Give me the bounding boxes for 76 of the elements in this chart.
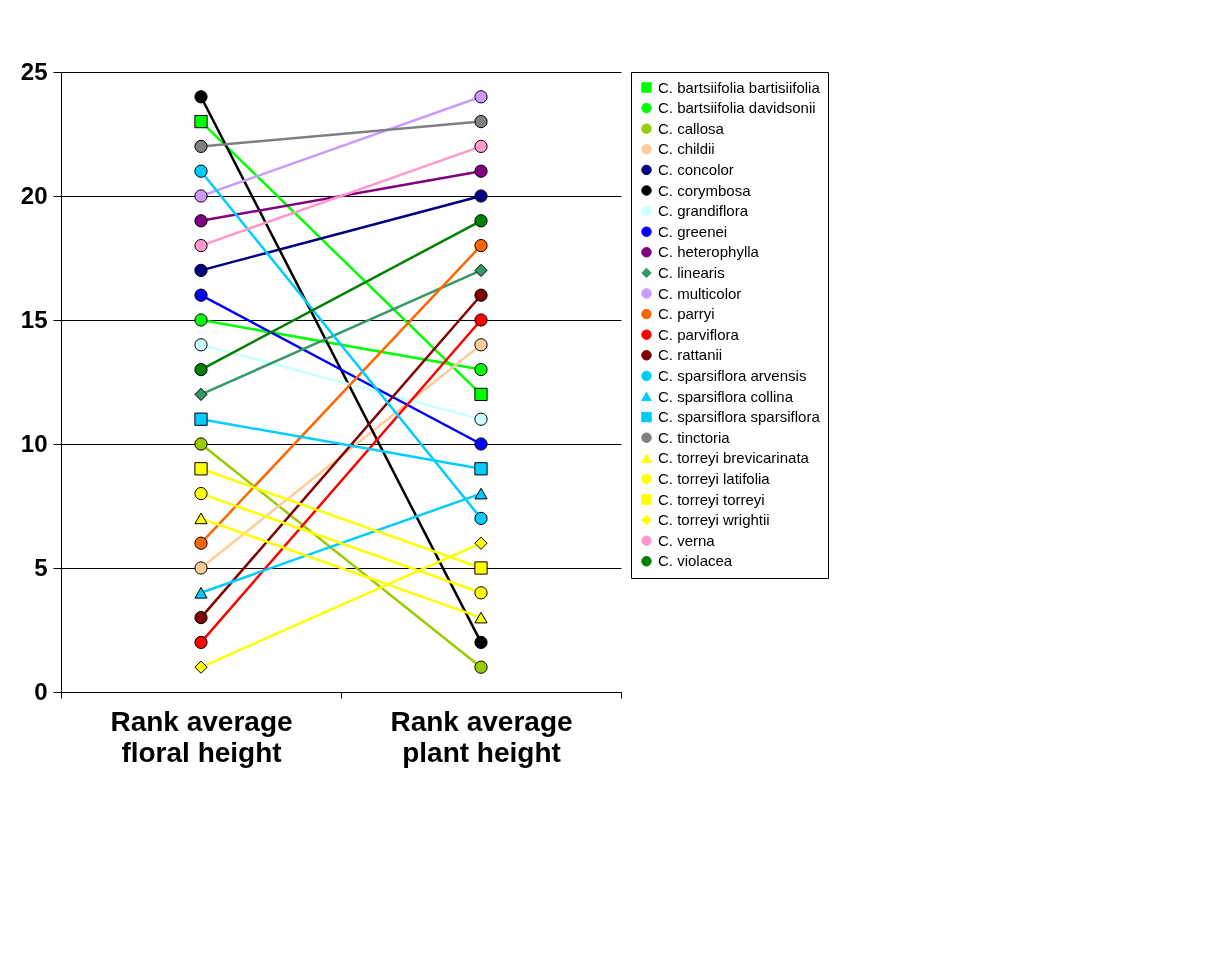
- legend-label: C. sparsiflora arvensis: [658, 366, 807, 384]
- y-tick-label: 5: [34, 553, 48, 581]
- point: [194, 660, 208, 674]
- point: [474, 586, 488, 600]
- point: [194, 412, 208, 426]
- legend-label: C. corymbosa: [658, 181, 752, 199]
- legend-label: C. multicolor: [658, 284, 742, 302]
- point: [194, 362, 208, 377]
- point: [474, 238, 488, 253]
- legend-label: C. torreyi wrightii: [658, 511, 770, 529]
- legend-label: C. tinctoria: [658, 428, 731, 446]
- point: [194, 164, 208, 178]
- point: [194, 313, 208, 327]
- point: [194, 561, 208, 575]
- point: [194, 238, 208, 253]
- point: [474, 462, 488, 476]
- point: [474, 214, 488, 228]
- legend-label: C. sparsiflora collina: [658, 387, 794, 405]
- point: [194, 437, 208, 451]
- legend-label: C. rattanii: [658, 346, 723, 364]
- point: [194, 90, 208, 104]
- point: [474, 114, 488, 129]
- point: [194, 536, 208, 550]
- x-tick-label: Rank average floral height: [110, 705, 293, 768]
- x-tick-label: Rank average plant height: [390, 705, 573, 768]
- y-tick-label: 25: [20, 57, 48, 85]
- point: [474, 635, 488, 650]
- point: [474, 561, 488, 575]
- point: [474, 511, 488, 526]
- legend-label: C. parviflora: [658, 325, 740, 343]
- legend-label: C. sparsiflora sparsiflora: [658, 408, 821, 426]
- point: [194, 387, 208, 402]
- point: [194, 288, 208, 302]
- legend-label: C. bartsiifolia bartisiifolia: [658, 78, 821, 96]
- point: [474, 338, 488, 352]
- point: [474, 164, 488, 178]
- point: [474, 412, 488, 426]
- point: [474, 313, 488, 327]
- legend-label: C. callosa: [658, 119, 725, 137]
- point: [194, 263, 208, 278]
- legend-label: C. greenei: [658, 222, 728, 240]
- legend-label: C. heterophylla: [658, 243, 760, 261]
- point: [474, 288, 488, 302]
- legend-label: C. bartsiifolia davidsonii: [658, 99, 816, 117]
- point: [474, 536, 488, 550]
- point: [474, 437, 488, 451]
- point: [194, 462, 208, 476]
- legend-label: C. torreyi latifolia: [658, 469, 771, 487]
- legend-label: C. linearis: [658, 263, 725, 281]
- y-tick-label: 15: [20, 305, 48, 333]
- legend-label: C. grandiflora: [658, 202, 749, 220]
- legend-label: C. torreyi torreyi: [658, 490, 765, 508]
- point: [474, 90, 488, 104]
- point: [194, 486, 208, 501]
- legend-label: C. childii: [658, 140, 715, 158]
- legend-label: C. concolor: [658, 160, 734, 178]
- point: [194, 338, 208, 352]
- point: [474, 263, 488, 278]
- legend-label: C. torreyi brevicarinata: [658, 449, 810, 467]
- point: [194, 139, 208, 154]
- point: [194, 635, 208, 650]
- point: [474, 660, 488, 674]
- legend-label: C. parryi: [658, 305, 715, 323]
- point: [194, 214, 208, 228]
- point: [194, 114, 208, 129]
- y-tick-label: 20: [20, 181, 48, 209]
- point: [474, 362, 488, 377]
- point: [474, 189, 488, 203]
- point: [194, 610, 208, 625]
- point: [474, 387, 488, 402]
- point: [194, 189, 208, 203]
- point: [474, 139, 488, 154]
- legend-label: C. violacea: [658, 552, 733, 570]
- y-tick-label: 10: [20, 429, 48, 457]
- legend-label: C. verna: [658, 531, 716, 549]
- y-tick-label: 0: [34, 677, 48, 705]
